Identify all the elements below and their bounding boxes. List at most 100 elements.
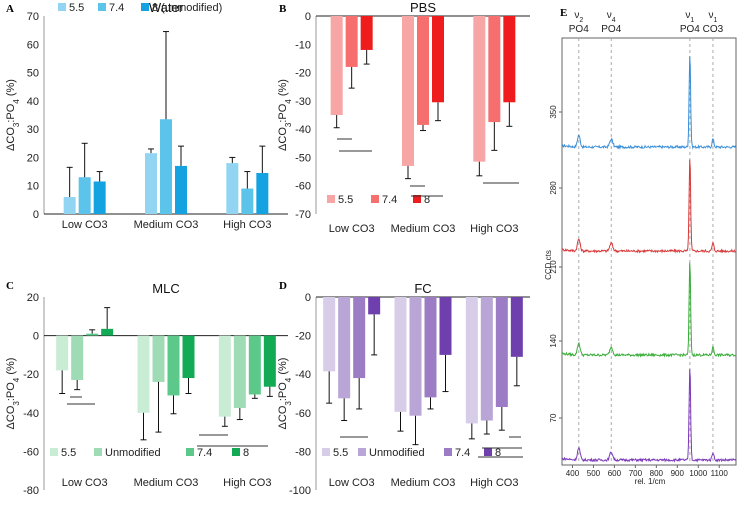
svg-text:ΔCO3:PO4 (%): ΔCO3:PO4 (%) — [277, 358, 293, 430]
y-tick-label: -20 — [295, 68, 311, 80]
bar — [323, 297, 336, 372]
y-tick-label: 0 — [305, 292, 311, 304]
bar — [145, 153, 157, 214]
bar — [432, 16, 444, 103]
y-tick-label: -40 — [295, 124, 311, 136]
x-category-label: High CO3 — [223, 477, 271, 489]
legend-label: 7.4 — [109, 2, 124, 14]
x-category-label: Medium CO3 — [134, 219, 199, 231]
y-tick-label: -30 — [295, 96, 311, 108]
spectrum-line — [561, 369, 737, 463]
y-tick-label: -80 — [295, 446, 311, 458]
bar — [360, 16, 373, 50]
bar — [330, 16, 343, 115]
y-tick-label: -10 — [295, 39, 311, 51]
y-tick-label: -40 — [295, 369, 311, 381]
y-axis-label: ΔCO3:PO4 (%) — [277, 358, 293, 430]
legend-label: 5.5 — [333, 447, 348, 459]
y-tick-label: 0 — [33, 331, 39, 343]
significance-lines-b — [337, 138, 519, 197]
legend-swatch — [98, 3, 106, 11]
y-axis-label: CCD cts — [544, 250, 553, 280]
bar — [152, 335, 165, 382]
bar — [402, 16, 414, 166]
y-axis-label: ΔCO3:PO4 (%) — [277, 79, 293, 151]
x-tick-label: 800 — [650, 469, 664, 478]
bar — [86, 333, 99, 336]
panel-letter: E — [560, 7, 567, 19]
bar — [71, 335, 84, 380]
x-tick-label: 1100 — [711, 469, 729, 478]
peak-label: ν1 — [708, 10, 717, 24]
x-category-label: Low CO3 — [62, 219, 108, 231]
legend-label: 5.5 — [61, 447, 76, 459]
legend-swatch — [371, 195, 379, 203]
y-tick-label: -60 — [295, 408, 311, 420]
bar — [394, 297, 407, 412]
legend-label: 8 (unmodified) — [152, 2, 222, 14]
y-tick-label: -50 — [295, 152, 311, 164]
bar — [338, 297, 351, 399]
legend-swatch — [327, 195, 335, 203]
x-tick-label: 1000 — [689, 469, 707, 478]
bar — [137, 335, 150, 413]
bar — [93, 181, 106, 214]
peak-label: ν4 — [607, 10, 616, 24]
significance-lines-c — [67, 396, 268, 447]
panel-a: A Water 0 10 20 30 40 50 60 70 ΔCO3:PO4 (%) Low CO3… — [5, 0, 288, 231]
x-axis-label: rel. 1/cm — [635, 477, 666, 486]
svg-text:ΔCO3:PO4 (%): ΔCO3:PO4 (%) — [5, 358, 21, 430]
y-tick-label: -70 — [295, 209, 311, 221]
panel-d: D FC 0 -20 -40 -60 -80 -100 ΔCO3:PO4 (%) Low CO3 M… — [277, 280, 530, 497]
legend-swatch — [50, 448, 58, 456]
y-tick-label: 350 — [549, 105, 558, 119]
y-tick-label: 210 — [549, 260, 558, 274]
panel-letter: C — [6, 280, 14, 292]
bar — [353, 297, 366, 379]
y-tick-label: -60 — [295, 181, 311, 193]
legend-label: 7.4 — [197, 447, 212, 459]
bar — [218, 335, 231, 417]
bar — [417, 16, 429, 125]
x-category-label: Low CO3 — [62, 477, 108, 489]
peak-label: ν2 — [574, 10, 583, 24]
bar — [495, 297, 508, 408]
peak-sublabel: PO4 — [680, 24, 700, 35]
bar — [488, 16, 501, 123]
x-category-label: High CO3 — [223, 219, 271, 231]
bar — [160, 119, 172, 214]
panel-letter: B — [279, 3, 287, 15]
chart-title: PBS — [410, 0, 436, 15]
legend-swatch — [141, 3, 149, 11]
y-axis-label: ΔCO3:PO4 (%) — [5, 79, 21, 151]
y-tick-label: -100 — [289, 485, 311, 497]
legend-swatch — [232, 448, 240, 456]
y-tick-label: -80 — [23, 485, 39, 497]
y-tick-label: 70 — [27, 11, 39, 23]
peak-sublabel: PO4 — [569, 24, 589, 35]
bar — [78, 177, 91, 214]
y-tick-label: 10 — [27, 181, 39, 193]
chart-title: Water — [149, 0, 184, 15]
chart-title: MLC — [152, 281, 179, 296]
x-tick-label: 600 — [608, 469, 622, 478]
legend-label: 5.5 — [69, 2, 84, 14]
svg-text:ΔCO3:PO4 (%): ΔCO3:PO4 (%) — [277, 79, 293, 151]
bar — [345, 16, 358, 67]
svg-text:ΔCO3:PO4 (%): ΔCO3:PO4 (%) — [5, 79, 21, 151]
peak-label: ν1 — [685, 10, 694, 24]
y-axis-label: ΔCO3:PO4 (%) — [5, 358, 21, 430]
legend-swatch — [94, 448, 102, 456]
bar — [409, 297, 422, 416]
bar — [56, 335, 69, 371]
legend-label: 7.4 — [455, 447, 470, 459]
bar — [175, 165, 187, 214]
legend-swatch — [413, 195, 421, 203]
legend-label: 8 — [243, 447, 249, 459]
x-category-label: Medium CO3 — [134, 477, 199, 489]
panel-c: C MLC 20 0 -20 -40 -60 -80 ΔCO3:PO4 (%) Low CO3 Me… — [5, 280, 288, 497]
y-tick-label: 280 — [549, 181, 558, 195]
bar — [510, 297, 523, 357]
significance-lines-d — [340, 436, 523, 458]
bar — [263, 335, 276, 387]
